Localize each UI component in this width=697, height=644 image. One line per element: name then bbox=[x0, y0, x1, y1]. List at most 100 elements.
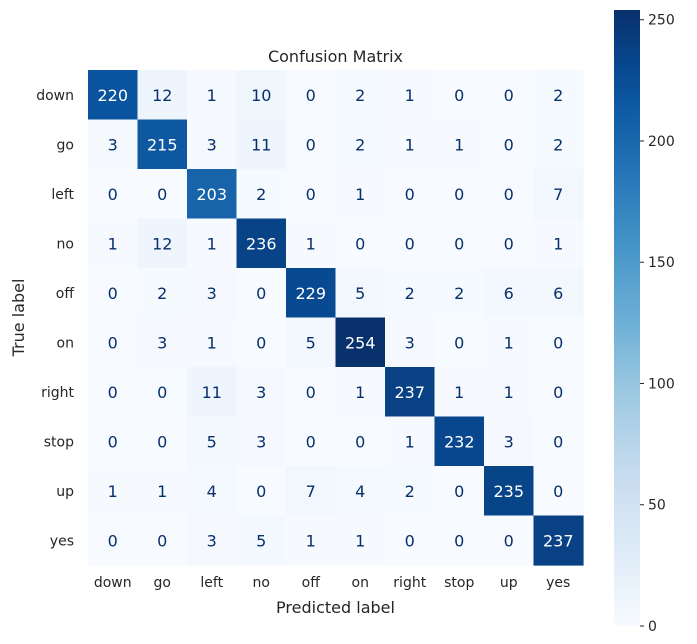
y-tick-labels: down go left no off on right stop up yes bbox=[36, 88, 74, 550]
cell-value-label: 2 bbox=[553, 86, 563, 105]
cell-value-label: 0 bbox=[108, 383, 118, 402]
heatmap-cell bbox=[137, 367, 188, 418]
x-axis-label: Predicted label bbox=[276, 598, 395, 617]
heatmap-cell bbox=[484, 169, 535, 220]
heatmap-cell bbox=[484, 218, 535, 269]
cell-value-label: 0 bbox=[306, 383, 316, 402]
cell-value-label: 12 bbox=[152, 86, 172, 105]
heatmap-cell bbox=[484, 70, 535, 121]
heatmap-cell bbox=[484, 317, 535, 368]
cell-value-label: 0 bbox=[108, 284, 118, 303]
x-tick-label: right bbox=[393, 575, 426, 591]
heatmap-cell bbox=[434, 416, 485, 467]
heatmap-cell bbox=[187, 466, 238, 517]
cell-value-label: 0 bbox=[504, 135, 514, 154]
heatmap-cell bbox=[88, 317, 139, 368]
cell-value-label: 5 bbox=[256, 531, 266, 550]
heatmap-cell bbox=[88, 416, 139, 467]
cell-value-label: 2 bbox=[355, 86, 365, 105]
cell-value-label: 1 bbox=[306, 234, 316, 253]
heatmap-cell bbox=[137, 119, 188, 170]
heatmap-cell bbox=[187, 515, 238, 566]
cell-value-label: 0 bbox=[405, 185, 415, 204]
heatmap-cell bbox=[88, 466, 139, 517]
heatmap-cell bbox=[335, 367, 386, 418]
heatmap-cell bbox=[335, 515, 386, 566]
cell-value-label: 0 bbox=[504, 185, 514, 204]
cell-value-label: 0 bbox=[157, 432, 167, 451]
cell-value-label: 220 bbox=[97, 86, 128, 105]
chart-title: Confusion Matrix bbox=[268, 47, 403, 66]
heatmap-cell bbox=[533, 268, 584, 319]
heatmap-cell bbox=[88, 218, 139, 269]
cell-value-label: 2 bbox=[355, 135, 365, 154]
y-tick-label: no bbox=[57, 236, 74, 252]
cell-value-label: 237 bbox=[543, 531, 574, 550]
heatmap-cell bbox=[385, 218, 436, 269]
cell-value-label: 4 bbox=[355, 482, 365, 501]
heatmap-cell bbox=[385, 367, 436, 418]
heatmap-cell bbox=[187, 268, 238, 319]
heatmap-cell bbox=[335, 268, 386, 319]
heatmap-cell bbox=[286, 466, 337, 517]
colorbar-tick-label: 150 bbox=[648, 255, 675, 271]
cell-value-label: 0 bbox=[504, 234, 514, 253]
heatmap-cell bbox=[533, 70, 584, 121]
heatmap-cell bbox=[484, 466, 535, 517]
heatmap-cell bbox=[88, 119, 139, 170]
cell-value-label: 3 bbox=[207, 135, 217, 154]
heatmap-cell bbox=[533, 119, 584, 170]
cell-value-label: 1 bbox=[207, 86, 217, 105]
cell-value-label: 7 bbox=[553, 185, 563, 204]
cell-value-label: 12 bbox=[152, 234, 172, 253]
cell-value-label: 0 bbox=[256, 333, 266, 352]
heatmap-cell bbox=[533, 416, 584, 467]
heatmap-cell bbox=[286, 70, 337, 121]
cell-value-label: 0 bbox=[108, 432, 118, 451]
cell-value-label: 0 bbox=[256, 284, 266, 303]
heatmap-cell bbox=[484, 119, 535, 170]
cell-value-label: 2 bbox=[157, 284, 167, 303]
heatmap-cell bbox=[236, 119, 287, 170]
cell-value-label: 1 bbox=[355, 383, 365, 402]
cell-value-label: 2 bbox=[256, 185, 266, 204]
heatmap-cell bbox=[434, 317, 485, 368]
heatmap-cell bbox=[236, 268, 287, 319]
heatmap-cell bbox=[137, 218, 188, 269]
heatmap-cell bbox=[484, 268, 535, 319]
heatmap-cell bbox=[88, 70, 139, 121]
heatmap-cell bbox=[88, 268, 139, 319]
cell-value-label: 1 bbox=[454, 135, 464, 154]
heatmap-cell bbox=[137, 70, 188, 121]
cell-value-label: 6 bbox=[504, 284, 514, 303]
cell-value-label: 3 bbox=[207, 531, 217, 550]
heatmap-cell bbox=[236, 367, 287, 418]
heatmap-cell bbox=[236, 416, 287, 467]
y-tick-label: go bbox=[57, 137, 74, 153]
heatmap-cell bbox=[187, 416, 238, 467]
cell-value-label: 235 bbox=[493, 482, 524, 501]
x-tick-label: no bbox=[253, 575, 270, 591]
heatmap-cell bbox=[385, 70, 436, 121]
x-tick-label: yes bbox=[546, 575, 570, 591]
y-tick-label: stop bbox=[44, 434, 74, 450]
colorbar-tick-labels: 0 50 100 150 200 250 bbox=[640, 13, 675, 635]
heatmap-cell bbox=[137, 169, 188, 220]
cell-value-label: 0 bbox=[306, 185, 316, 204]
heatmap-cell bbox=[137, 416, 188, 467]
colorbar-tick-label: 100 bbox=[648, 376, 675, 392]
heatmap-cell bbox=[385, 119, 436, 170]
cell-value-label: 5 bbox=[207, 432, 217, 451]
cell-value-label: 1 bbox=[108, 234, 118, 253]
cell-value-label: 2 bbox=[454, 284, 464, 303]
cell-value-label: 0 bbox=[108, 531, 118, 550]
cell-value-label: 0 bbox=[553, 482, 563, 501]
heatmap-cell bbox=[286, 169, 337, 220]
y-tick-label: off bbox=[56, 286, 75, 302]
heatmap-cell bbox=[187, 367, 238, 418]
heatmap-cell bbox=[335, 119, 386, 170]
cell-value-label: 3 bbox=[108, 135, 118, 154]
cell-value-label: 0 bbox=[454, 333, 464, 352]
cell-value-label: 236 bbox=[246, 234, 277, 253]
colorbar-tick-label: 200 bbox=[648, 134, 675, 150]
